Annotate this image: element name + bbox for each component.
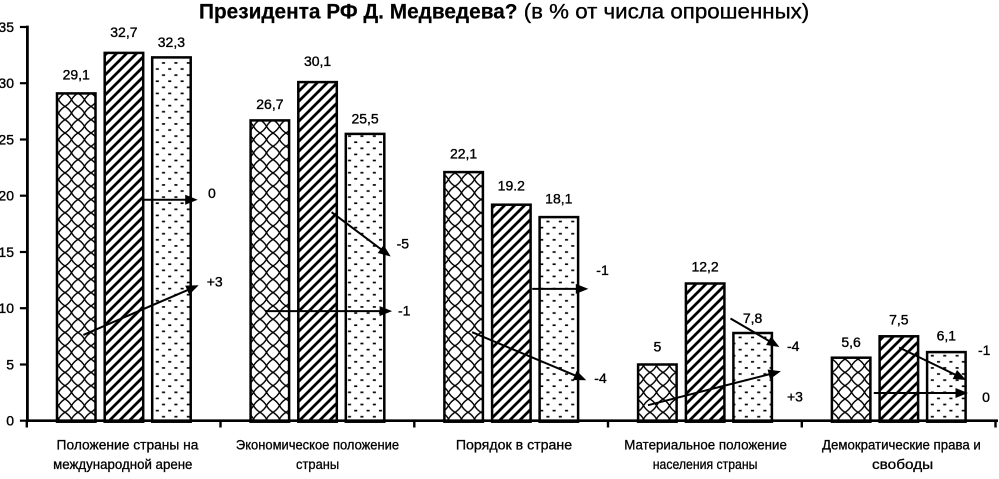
svg-text:32,7: 32,7 bbox=[110, 24, 137, 40]
svg-text:0: 0 bbox=[208, 185, 216, 201]
svg-text:-1: -1 bbox=[978, 342, 991, 358]
svg-text:5: 5 bbox=[6, 357, 14, 373]
svg-text:Экономическое положение: Экономическое положение bbox=[236, 437, 399, 453]
svg-text:32,3: 32,3 bbox=[158, 34, 185, 50]
svg-text:29,1: 29,1 bbox=[63, 66, 90, 82]
svg-text:Демократические права и: Демократические права и bbox=[822, 437, 981, 453]
svg-text:Порядок в стране: Порядок в стране bbox=[456, 437, 573, 453]
svg-text:12,2: 12,2 bbox=[691, 258, 718, 274]
svg-text:-4: -4 bbox=[787, 338, 800, 354]
svg-text:30,1: 30,1 bbox=[304, 53, 331, 69]
svg-text:свободы: свободы bbox=[872, 456, 933, 472]
svg-text:0: 0 bbox=[6, 413, 14, 429]
svg-text:15: 15 bbox=[0, 244, 14, 260]
svg-text:5: 5 bbox=[654, 338, 662, 354]
svg-text:25: 25 bbox=[0, 132, 14, 148]
svg-text:+3: +3 bbox=[207, 274, 223, 290]
svg-text:Положение страны на: Положение страны на bbox=[57, 437, 199, 453]
svg-text:Материальное положение: Материальное положение bbox=[624, 437, 787, 453]
svg-text:7,8: 7,8 bbox=[743, 310, 763, 326]
svg-text:населения страны: населения страны bbox=[653, 456, 758, 472]
svg-text:международной арене: международной арене bbox=[53, 456, 193, 472]
svg-text:7,5: 7,5 bbox=[889, 311, 909, 327]
svg-text:30: 30 bbox=[0, 75, 14, 91]
svg-text:Президента РФ Д. Медведева? (в: Президента РФ Д. Медведева? (в % от числ… bbox=[199, 0, 809, 23]
svg-text:20: 20 bbox=[0, 188, 14, 204]
svg-text:35: 35 bbox=[0, 19, 14, 35]
svg-text:0: 0 bbox=[982, 389, 990, 405]
svg-text:18,1: 18,1 bbox=[545, 191, 572, 207]
svg-text:22,1: 22,1 bbox=[450, 145, 477, 161]
svg-text:-4: -4 bbox=[594, 370, 607, 386]
svg-text:-1: -1 bbox=[596, 262, 609, 278]
svg-text:страны: страны bbox=[296, 456, 339, 472]
svg-text:10: 10 bbox=[0, 300, 14, 316]
svg-text:-1: -1 bbox=[398, 303, 411, 319]
svg-text:5,6: 5,6 bbox=[841, 334, 861, 350]
svg-text:6,1: 6,1 bbox=[937, 327, 957, 343]
svg-text:+3: +3 bbox=[787, 389, 803, 405]
svg-text:25,5: 25,5 bbox=[351, 110, 378, 126]
svg-text:-5: -5 bbox=[397, 236, 410, 252]
svg-text:26,7: 26,7 bbox=[256, 96, 283, 112]
svg-text:19.2: 19.2 bbox=[498, 178, 525, 194]
